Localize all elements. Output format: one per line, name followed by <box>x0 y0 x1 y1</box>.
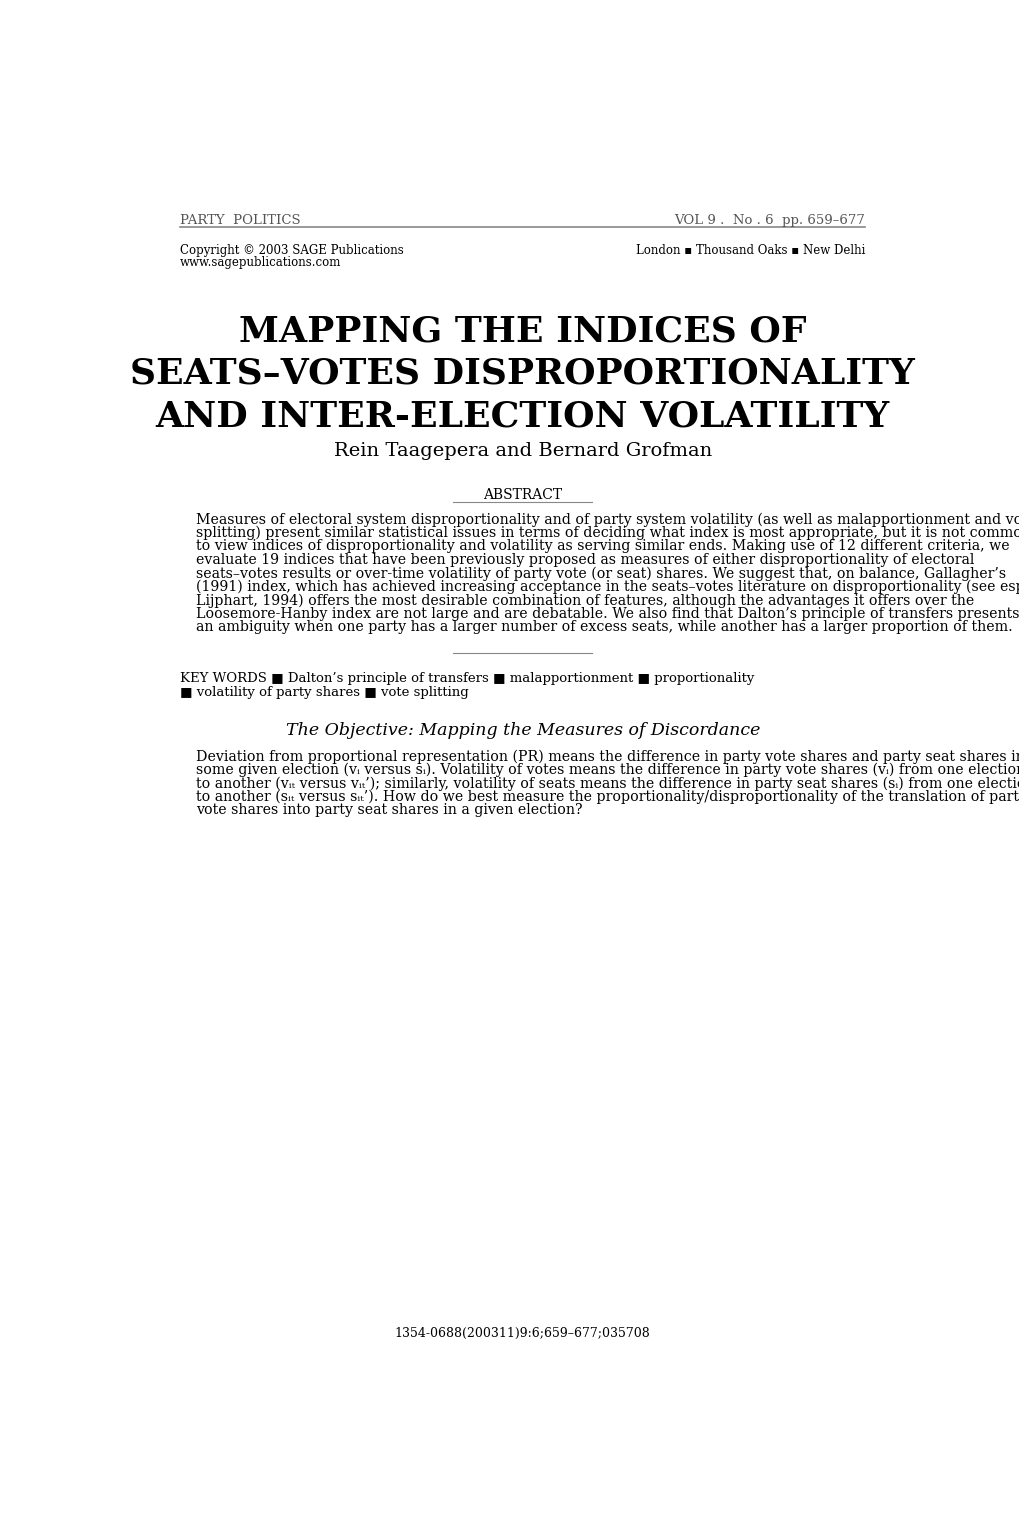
Text: Loosemore-Hanby index are not large and are debatable. We also find that Dalton’: Loosemore-Hanby index are not large and … <box>196 607 1018 621</box>
Text: The Objective: Mapping the Measures of Discordance: The Objective: Mapping the Measures of D… <box>285 722 759 739</box>
Text: some given election (vᵢ versus sᵢ). Volatility of votes means the difference in : some given election (vᵢ versus sᵢ). Vola… <box>196 762 1019 777</box>
Text: ■ volatility of party shares ■ vote splitting: ■ volatility of party shares ■ vote spli… <box>180 685 469 699</box>
Text: SEATS–VOTES DISPROPORTIONALITY: SEATS–VOTES DISPROPORTIONALITY <box>130 356 914 390</box>
Text: evaluate 19 indices that have been previously proposed as measures of either dis: evaluate 19 indices that have been previ… <box>196 552 973 566</box>
Text: splitting) present similar statistical issues in terms of deciding what index is: splitting) present similar statistical i… <box>196 526 1019 540</box>
Text: vote shares into party seat shares in a given election?: vote shares into party seat shares in a … <box>196 803 582 817</box>
Text: London ▪ Thousand Oaks ▪ New Delhi: London ▪ Thousand Oaks ▪ New Delhi <box>635 243 864 257</box>
Text: PARTY  POLITICS: PARTY POLITICS <box>180 214 301 228</box>
Text: AND INTER-ELECTION VOLATILITY: AND INTER-ELECTION VOLATILITY <box>156 399 889 433</box>
Text: ABSTRACT: ABSTRACT <box>483 488 561 502</box>
Text: Lijphart, 1994) offers the most desirable combination of features, although the : Lijphart, 1994) offers the most desirabl… <box>196 594 973 607</box>
Text: MAPPING THE INDICES OF: MAPPING THE INDICES OF <box>238 315 806 349</box>
Text: KEY WORDS ■ Dalton’s principle of transfers ■ malapportionment ■ proportionality: KEY WORDS ■ Dalton’s principle of transf… <box>180 672 754 685</box>
Text: to another (sᵢₜ versus sᵢₜ’). How do we best measure the proportionality/disprop: to another (sᵢₜ versus sᵢₜ’). How do we … <box>196 789 1019 803</box>
Text: Rein Taagepera and Bernard Grofman: Rein Taagepera and Bernard Grofman <box>333 442 711 459</box>
Text: Measures of electoral system disproportionality and of party system volatility (: Measures of electoral system disproporti… <box>196 513 1019 526</box>
Text: 1354-0688(200311)9:6;659–677;035708: 1354-0688(200311)9:6;659–677;035708 <box>394 1327 650 1340</box>
Text: seats–votes results or over-time volatility of party vote (or seat) shares. We s: seats–votes results or over-time volatil… <box>196 566 1005 581</box>
Text: Deviation from proportional representation (PR) means the difference in party vo: Deviation from proportional representati… <box>196 750 1019 763</box>
Text: VOL 9 .  No . 6  pp. 659–677: VOL 9 . No . 6 pp. 659–677 <box>674 214 864 228</box>
Text: www.sagepublications.com: www.sagepublications.com <box>180 256 341 269</box>
Text: (1991) index, which has achieved increasing acceptance in the seats–votes litera: (1991) index, which has achieved increas… <box>196 580 1019 594</box>
Text: to another (vᵢₜ versus vᵢₜ’); similarly, volatility of seats means the differenc: to another (vᵢₜ versus vᵢₜ’); similarly,… <box>196 776 1019 791</box>
Text: an ambiguity when one party has a larger number of excess seats, while another h: an ambiguity when one party has a larger… <box>196 620 1012 635</box>
Text: Copyright © 2003 SAGE Publications: Copyright © 2003 SAGE Publications <box>180 243 404 257</box>
Text: to view indices of disproportionality and volatility as serving similar ends. Ma: to view indices of disproportionality an… <box>196 540 1009 554</box>
